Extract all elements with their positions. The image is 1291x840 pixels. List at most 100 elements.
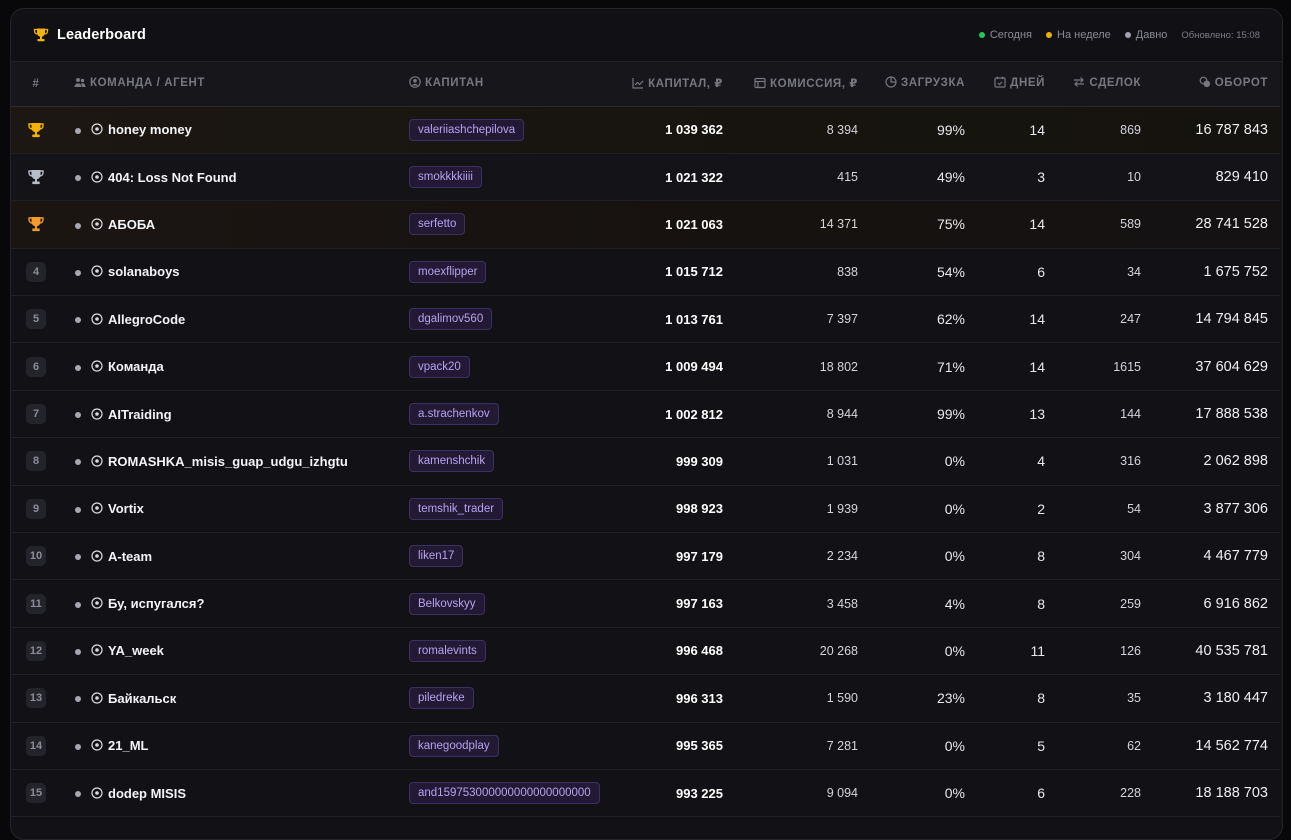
captain-cell: piledreke (394, 674, 579, 723)
load-cell: 0% (858, 532, 965, 581)
load-cell: 71% (858, 342, 965, 391)
col-captain-header[interactable]: КАПИТАН (394, 62, 579, 107)
target-icon (91, 313, 103, 325)
leaderboard-panel: Leaderboard Сегодня На неделе Давно Обновле… (10, 8, 1283, 840)
captain-chip[interactable]: romalevints (409, 639, 486, 662)
turnover-cell: 829 410 (1141, 153, 1280, 202)
team-name[interactable]: 21_ML (108, 738, 149, 754)
col-load-header[interactable]: ЗАГРУЗКА (858, 62, 965, 107)
team-name[interactable]: dodep MISIS (108, 785, 186, 801)
col-turnover-label: ОБОРОТ (1214, 77, 1268, 90)
captain-chip[interactable]: kamenshchik (409, 450, 495, 473)
captain-chip[interactable]: and159753000000000000000000 (409, 782, 600, 805)
deals-cell: 126 (1045, 627, 1141, 676)
table-row[interactable]: 14 21_ML kanegoodplay 995 365 7 281 0% 5 62 14 5… (11, 722, 1280, 770)
col-turnover-header[interactable]: ОБОРОТ (1141, 62, 1280, 107)
team-cell: Vortix (61, 485, 394, 534)
team-name[interactable]: Vortix (108, 501, 144, 517)
rank-cell: 12 (11, 627, 61, 676)
team-name[interactable]: honey money (108, 122, 192, 138)
activity-dot-icon (75, 459, 81, 466)
table-row[interactable]: 4 solanaboys moexflipper 1 015 712 838 54% 6 34… (11, 248, 1280, 297)
table-row[interactable]: АБОБА serfetto 1 021 063 14 371 75% 14 589 28 7… (11, 200, 1280, 249)
table-row[interactable]: 6 Команда vpack20 1 009 494 18 802 71% 14 1615 3… (11, 342, 1280, 391)
col-deals-header[interactable]: СДЕЛОК (1045, 62, 1141, 107)
table-row[interactable]: 7 AITraiding a.strachenkov 1 002 812 8 944 99… (11, 390, 1280, 439)
col-commission-header[interactable]: КОМИССИЯ, ₽ (723, 62, 858, 107)
days-cell: 8 (965, 579, 1045, 628)
team-name[interactable]: Бу, испугался? (108, 596, 205, 612)
captain-chip[interactable]: liken17 (409, 545, 464, 568)
captain-chip[interactable]: valeriiashchepilova (409, 118, 525, 141)
team-name[interactable]: YA_week (108, 643, 164, 659)
deals-cell: 228 (1045, 769, 1141, 818)
rank-cell (11, 106, 61, 154)
deals-cell: 62 (1045, 722, 1141, 770)
team-name[interactable]: Байкальск (108, 690, 177, 706)
turnover-cell: 37 604 629 (1141, 342, 1280, 391)
captain-chip[interactable]: serfetto (409, 213, 466, 236)
team-name[interactable]: solanaboys (108, 264, 180, 280)
table-row[interactable]: 15 dodep MISIS and159753000000000000000000… (11, 769, 1280, 818)
legend-label: На неделе (1057, 29, 1111, 41)
captain-chip[interactable]: Belkovskyy (409, 592, 485, 615)
calendar-check-icon (994, 76, 1006, 91)
deals-cell: 10 (1045, 153, 1141, 202)
target-icon (91, 170, 103, 183)
table-row[interactable]: 9 Vortix temshik_trader 998 923 1 939 0% 2 54 3 … (11, 485, 1280, 534)
table-row[interactable]: 5 AllegroCode dgalimov560 1 013 761 7 397 62%… (11, 295, 1280, 344)
table-row[interactable]: 11 Бу, испугался? Belkovskyy 997 163 3 458 4%… (11, 579, 1280, 628)
days-cell: 14 (965, 106, 1045, 154)
table-row[interactable]: honey money valeriiashchepilova 1 039 362 8… (11, 106, 1280, 154)
captain-chip[interactable]: moexflipper (409, 260, 487, 283)
col-deals-label: СДЕЛОК (1089, 77, 1141, 90)
rank-badge: 15 (26, 783, 46, 804)
deals-cell: 316 (1045, 437, 1141, 486)
table-row[interactable]: 8 ROMASHKA_misis_guap_udgu_izhgtu kamenshc… (11, 437, 1280, 486)
team-name[interactable]: 404: Loss Not Found (108, 169, 237, 185)
table-row[interactable]: 404: Loss Not Found smokkkkiiii 1 021 322 4… (11, 153, 1280, 202)
turnover-cell: 4 467 779 (1141, 532, 1280, 581)
captain-cell: kamenshchik (394, 437, 579, 486)
table-row[interactable]: 10 A-team liken17 997 179 2 234 0% 8 304 4 467 7… (11, 532, 1280, 581)
commission-cell: 7 397 (723, 295, 858, 344)
team-name[interactable]: A-team (108, 548, 153, 564)
commission-cell: 20 268 (723, 627, 858, 676)
captain-cell: a.strachenkov (394, 390, 579, 439)
capital-cell: 1 021 063 (579, 200, 723, 249)
col-load-label: ЗАГРУЗКА (900, 77, 965, 90)
team-name[interactable]: ROMASHKA_misis_guap_udgu_izhgtu (108, 453, 348, 469)
col-rank-header[interactable]: # (11, 62, 61, 107)
captain-chip[interactable]: dgalimov560 (409, 308, 493, 331)
team-name[interactable]: AITraiding (108, 406, 172, 422)
activity-dot-icon (75, 554, 81, 561)
load-cell: 0% (858, 437, 965, 486)
target-icon (91, 692, 103, 704)
capital-cell: 1 013 761 (579, 295, 723, 344)
load-cell: 23% (858, 674, 965, 723)
capital-cell: 1 002 812 (579, 390, 723, 439)
deals-cell: 144 (1045, 390, 1141, 439)
days-cell: 2 (965, 485, 1045, 534)
col-team-header[interactable]: КОМАНДА / АГЕНТ (61, 62, 394, 107)
table-row[interactable]: 12 YA_week romalevints 996 468 20 268 0% 11 126… (11, 627, 1280, 676)
load-cell: 49% (858, 153, 965, 202)
turnover-cell: 28 741 528 (1141, 200, 1280, 249)
captain-chip[interactable]: a.strachenkov (409, 403, 499, 426)
team-name[interactable]: АБОБА (108, 216, 156, 232)
captain-chip[interactable]: smokkkkiiii (409, 166, 482, 189)
team-name[interactable]: Команда (108, 359, 164, 375)
team-cell: ROMASHKA_misis_guap_udgu_izhgtu (61, 437, 394, 486)
col-days-header[interactable]: ДНЕЙ (965, 62, 1045, 107)
captain-chip[interactable]: kanegoodplay (409, 734, 499, 757)
captain-chip[interactable]: vpack20 (409, 355, 470, 378)
turnover-cell: 3 180 447 (1141, 674, 1280, 723)
table-row[interactable]: 13 Байкальск piledreke 996 313 1 590 23% 8 35 3 … (11, 674, 1280, 723)
capital-cell: 996 468 (579, 627, 723, 676)
col-capital-header[interactable]: КАПИТАЛ, ₽ (579, 62, 723, 107)
load-cell: 99% (858, 106, 965, 154)
deals-cell: 54 (1045, 485, 1141, 534)
captain-chip[interactable]: piledreke (409, 687, 474, 710)
team-name[interactable]: AllegroCode (108, 311, 186, 327)
captain-chip[interactable]: temshik_trader (409, 497, 504, 520)
